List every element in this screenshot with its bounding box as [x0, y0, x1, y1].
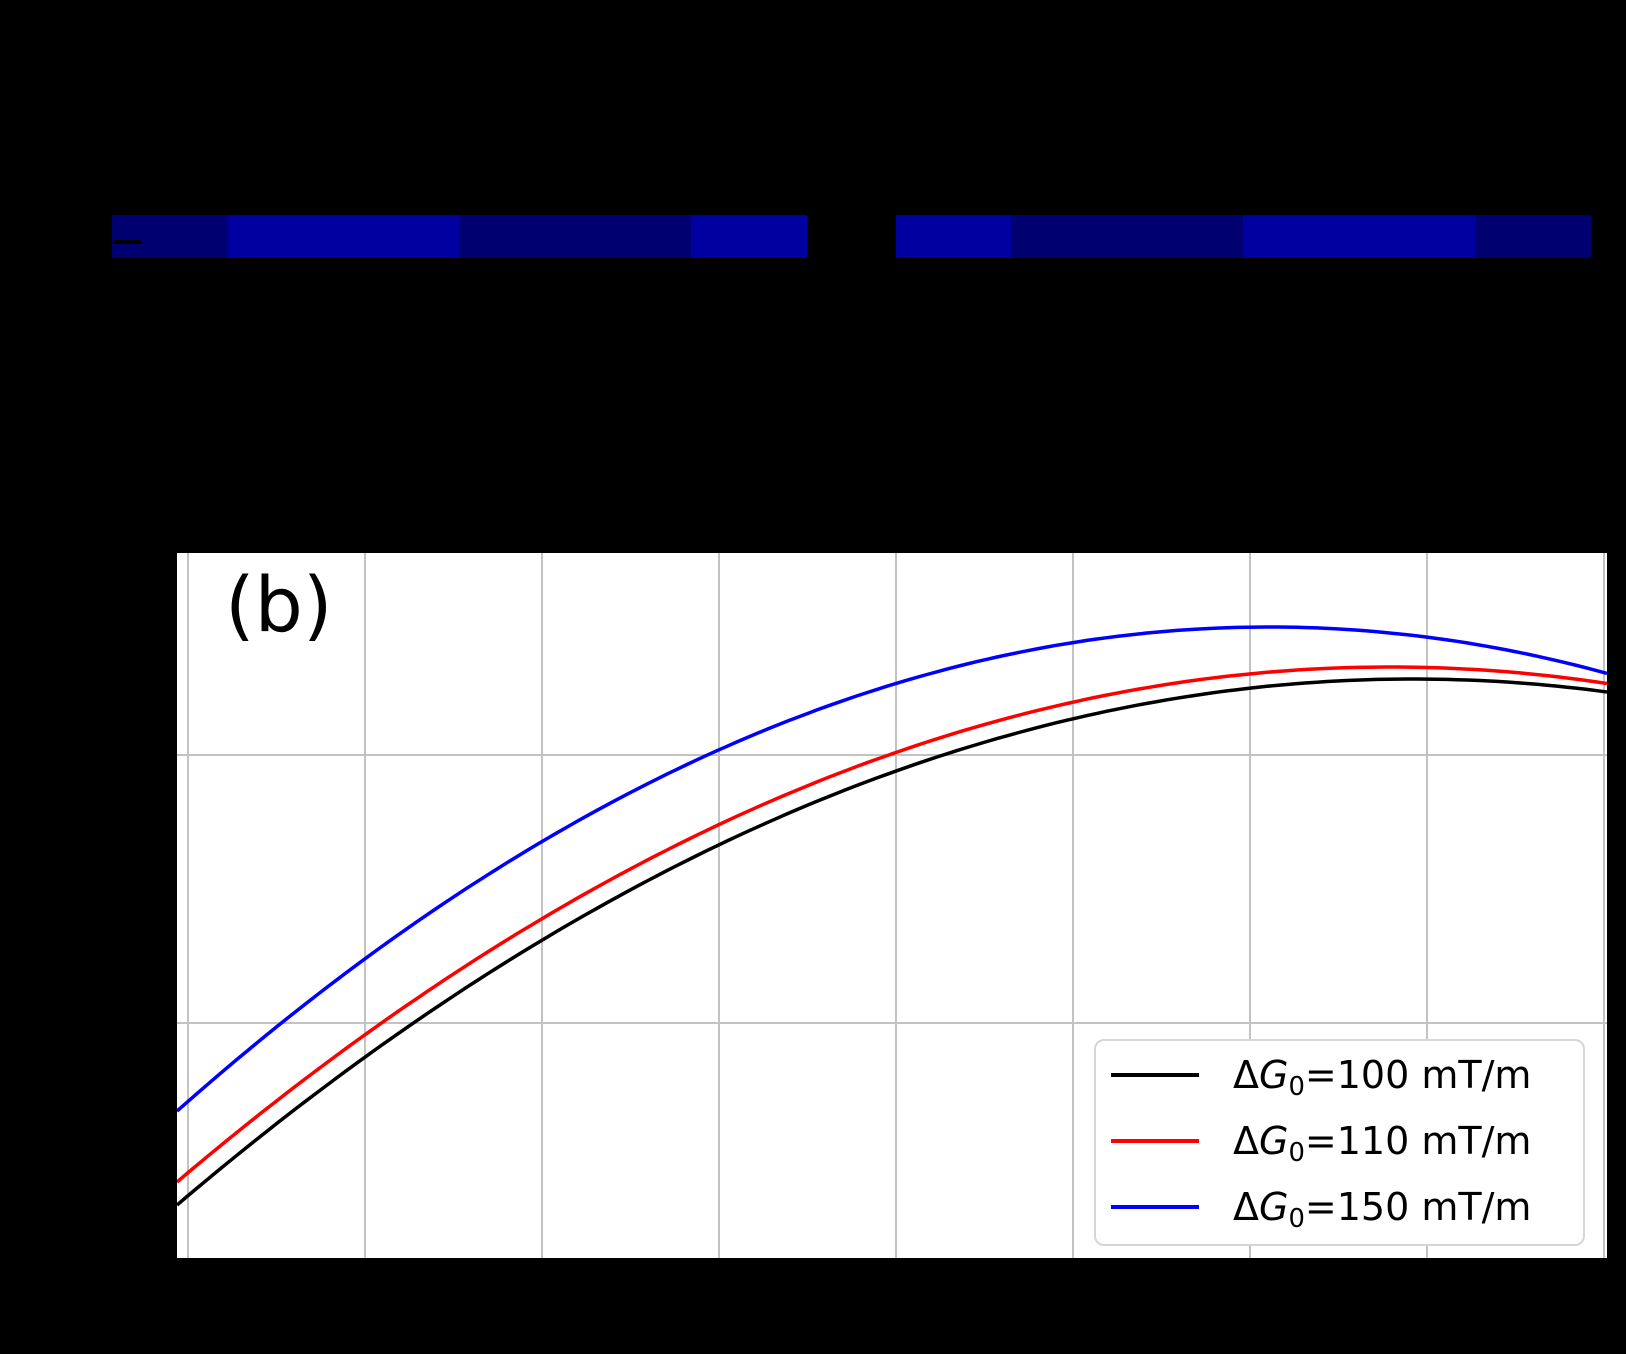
- gradient-bar-segment: [1243, 215, 1476, 258]
- legend-line-sample-black: [1111, 1073, 1199, 1077]
- curve-ΔG₀=110 mT/m: [177, 665, 1607, 1184]
- legend-label: ΔG0=100 mT/m: [1233, 1053, 1532, 1103]
- gradient-bar-segment: [691, 215, 807, 258]
- curve-ΔG₀=100 mT/m: [177, 677, 1607, 1207]
- legend-line-sample-blue: [1111, 1205, 1199, 1209]
- gradient-bar-segment: [228, 215, 460, 258]
- legend-item: ΔG0=100 mT/m: [1096, 1042, 1583, 1108]
- gradient-bar-segment: [112, 215, 228, 258]
- panel-b-chart: [177, 553, 1607, 1258]
- gradient-bar-segment: [896, 215, 1011, 258]
- panel-b-label: (b): [225, 560, 333, 649]
- gradient-bar-segment: [1476, 215, 1591, 258]
- legend-label: ΔG0=150 mT/m: [1233, 1185, 1532, 1235]
- panel-a-baseline-dash: [113, 240, 141, 244]
- legend-item: ΔG0=110 mT/m: [1096, 1108, 1583, 1174]
- legend-item: ΔG0=150 mT/m: [1096, 1174, 1583, 1240]
- legend-box: ΔG0=100 mT/m ΔG0=110 mT/m ΔG0=150 mT/m: [1094, 1039, 1585, 1246]
- panel-b-plot-area: (b) ΔG0=100 mT/m ΔG0=110 mT/m ΔG0=150 mT…: [177, 553, 1607, 1258]
- gradient-bar-segment: [1011, 215, 1243, 258]
- curve-ΔG₀=150 mT/m: [177, 625, 1607, 1113]
- legend-label: ΔG0=110 mT/m: [1233, 1119, 1532, 1169]
- legend-line-sample-red: [1111, 1139, 1199, 1143]
- gradient-bar-segment: [460, 215, 691, 258]
